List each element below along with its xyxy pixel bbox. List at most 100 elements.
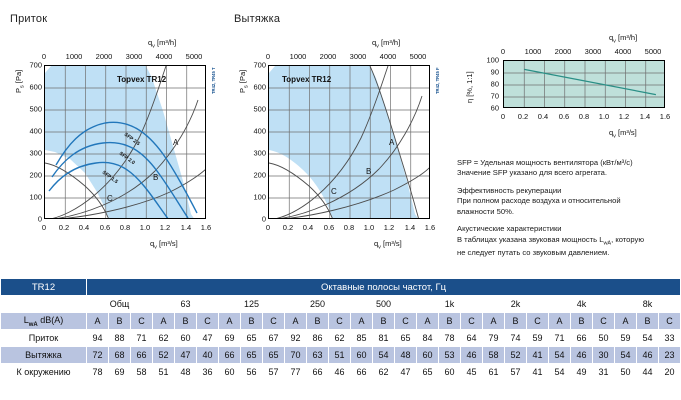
abc-header-cell: A bbox=[614, 312, 637, 330]
table-row-data: Приток 94 88 71 62 60 47 69 65 67 92 86 62 85 81 65 84 7… bbox=[0, 329, 681, 347]
abc-header-cell: C bbox=[658, 312, 681, 330]
supply-y-tick-100: 100 bbox=[29, 192, 42, 202]
supply-bottom-axis-unit: qv [m³/s] bbox=[150, 239, 178, 251]
extract-x-tick-3: 0.6 bbox=[323, 223, 335, 232]
notes-gap-1 bbox=[457, 179, 679, 186]
table-cell: 69 bbox=[108, 363, 131, 381]
table-cell: 36 bbox=[196, 363, 219, 381]
note-acoustic-title: Акустические характеристики bbox=[457, 224, 562, 234]
table-cell: 49 bbox=[570, 363, 593, 381]
abc-header-cell: B bbox=[306, 312, 329, 330]
eff-gridlines bbox=[504, 61, 664, 107]
supply-xtop-tick-4: 4000 bbox=[155, 52, 173, 61]
extract-y-tick-0: 0 bbox=[261, 214, 266, 224]
extract-x-tick-4: 0.8 bbox=[343, 223, 355, 232]
row-label-pritok: Приток bbox=[0, 329, 87, 347]
extract-y-tick-500: 500 bbox=[253, 104, 266, 114]
table-cell: 23 bbox=[658, 346, 681, 364]
table-cell: 51 bbox=[152, 363, 175, 381]
extract-y-tick-700: 700 bbox=[253, 60, 266, 70]
note-recovery-line2: влажности 50%. bbox=[457, 206, 514, 216]
eff-x-tick-1: 0.2 bbox=[517, 112, 529, 121]
table-cell: 85 bbox=[350, 329, 373, 347]
table-cell: 66 bbox=[570, 329, 593, 347]
eff-bottom-axis-unit: qv [m³/s] bbox=[609, 128, 637, 140]
supply-xtop-tick-5: 5000 bbox=[185, 52, 203, 61]
supply-y-tick-700: 700 bbox=[29, 60, 42, 70]
group-header-250: 250 bbox=[284, 295, 351, 313]
abc-header-cell: B bbox=[504, 312, 527, 330]
table-cell: 47 bbox=[174, 346, 197, 364]
table-cell: 77 bbox=[284, 363, 307, 381]
table-cell: 51 bbox=[328, 346, 351, 364]
table-cell: 54 bbox=[636, 329, 659, 347]
table-cell: 62 bbox=[372, 363, 395, 381]
extract-x-tick-1: 0.2 bbox=[282, 223, 294, 232]
supply-xtop-tick-3: 3000 bbox=[125, 52, 143, 61]
table-cell: 78 bbox=[86, 363, 109, 381]
group-header-125: 125 bbox=[218, 295, 285, 313]
supply-top-axis-unit: qv [m³/h] bbox=[148, 38, 177, 50]
table-cell: 70 bbox=[284, 346, 307, 364]
eff-plot-svg bbox=[504, 61, 664, 107]
eff-y-tick-100: 100 bbox=[486, 55, 499, 65]
eff-x-tick-6: 1.2 bbox=[618, 112, 630, 121]
eff-plot-area bbox=[503, 60, 665, 108]
table-cell: 58 bbox=[130, 363, 153, 381]
table-cell: 60 bbox=[218, 363, 241, 381]
eff-xtop-tick-5: 5000 bbox=[644, 47, 662, 56]
chart-panel-supply: Приток qv [m³/h] 0 1000 2000 3000 4000 5… bbox=[8, 8, 228, 270]
supply-x-tick-4: 0.8 bbox=[119, 223, 131, 232]
row-label-okruzhenie: К окружению bbox=[0, 363, 87, 381]
supply-sfp-curves bbox=[48, 121, 198, 218]
note-acoustic-text-b: , которую bbox=[611, 234, 645, 244]
supply-xtop-tick-2: 2000 bbox=[95, 52, 113, 61]
extract-x-tick-5: 1.0 bbox=[363, 223, 375, 232]
table-cell: 69 bbox=[218, 329, 241, 347]
eff-y-tick-60: 60 bbox=[490, 103, 499, 113]
table-unit-label: LwA dB(A) bbox=[0, 312, 87, 330]
extract-top-axis-unit: qv [m³/h] bbox=[372, 38, 401, 50]
supply-y-tick-0: 0 bbox=[37, 214, 42, 224]
extract-side-label: TR42, TR45 F bbox=[435, 67, 440, 94]
table-cell: 62 bbox=[152, 329, 175, 347]
table-cell: 78 bbox=[438, 329, 461, 347]
extract-x-tick-0: 0 bbox=[265, 223, 271, 232]
abc-header-cell: C bbox=[262, 312, 285, 330]
abc-header-cell: A bbox=[482, 312, 505, 330]
extract-x-tick-6: 1.2 bbox=[383, 223, 395, 232]
eff-xtop-tick-3: 3000 bbox=[584, 47, 602, 56]
table-cell: 57 bbox=[262, 363, 285, 381]
eff-top-axis-unit: qv [m³/h] bbox=[609, 33, 638, 45]
table-cell: 60 bbox=[174, 329, 197, 347]
table-cell: 59 bbox=[526, 329, 549, 347]
chart-panel-extract: Вытяжка qv [m³/h] 0 1000 2000 3000 4000 … bbox=[232, 8, 452, 270]
supply-x-tick-7: 1.4 bbox=[180, 223, 192, 232]
table-cell: 60 bbox=[416, 346, 439, 364]
table-cell: 54 bbox=[548, 346, 571, 364]
eff-y-tick-80: 80 bbox=[490, 79, 499, 89]
table-cell: 45 bbox=[460, 363, 483, 381]
table-cell: 50 bbox=[592, 329, 615, 347]
supply-x-tick-1: 0.2 bbox=[58, 223, 70, 232]
extract-x-tick-7: 1.4 bbox=[404, 223, 416, 232]
table-cell: 58 bbox=[482, 346, 505, 364]
table-band-header: Октавные полосы частот, Гц bbox=[86, 278, 681, 296]
abc-header-cell: B bbox=[174, 312, 197, 330]
eff-xtop-tick-4: 4000 bbox=[614, 47, 632, 56]
eff-x-tick-8: 1.6 bbox=[659, 112, 671, 121]
table-cell: 48 bbox=[394, 346, 417, 364]
table-corner-label: TR12 bbox=[0, 278, 87, 296]
group-header-63: 63 bbox=[152, 295, 219, 313]
abc-header-cell: A bbox=[416, 312, 439, 330]
abc-header-cell: A bbox=[284, 312, 307, 330]
extract-x-tick-2: 0.4 bbox=[302, 223, 314, 232]
table-cell: 94 bbox=[86, 329, 109, 347]
abc-header-cell: B bbox=[636, 312, 659, 330]
table-cell: 88 bbox=[108, 329, 131, 347]
table-row-title: TR12 Октавные полосы частот, Гц bbox=[0, 278, 681, 296]
chart-panel-efficiency: qv [m³/h] 0 1000 2000 3000 4000 5000 η [… bbox=[457, 25, 679, 150]
abc-header-cell: A bbox=[350, 312, 373, 330]
table-cell: 66 bbox=[306, 363, 329, 381]
table-cell: 48 bbox=[174, 363, 197, 381]
